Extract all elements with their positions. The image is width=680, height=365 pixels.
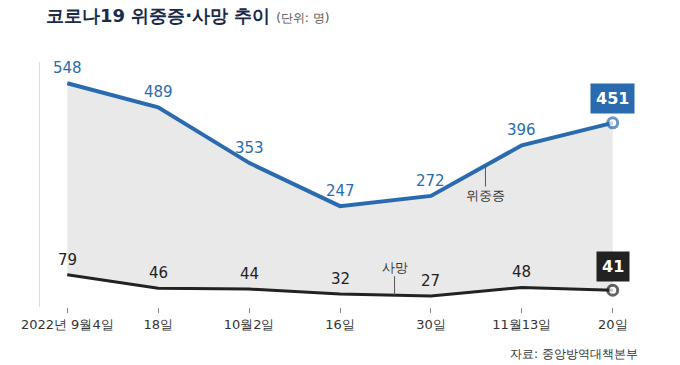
svg-text:27: 27 bbox=[421, 272, 440, 290]
svg-text:코로나19 위중증·사망 추이 (단위: 명): 코로나19 위중증·사망 추이 (단위: 명) bbox=[46, 5, 329, 26]
svg-text:2022년 9월4일: 2022년 9월4일 bbox=[21, 317, 114, 332]
svg-text:353: 353 bbox=[235, 139, 264, 157]
svg-text:451: 451 bbox=[596, 89, 629, 108]
svg-text:489: 489 bbox=[144, 83, 173, 101]
svg-text:11월13일: 11월13일 bbox=[492, 317, 551, 332]
svg-text:41: 41 bbox=[602, 257, 624, 276]
svg-text:44: 44 bbox=[240, 265, 259, 283]
svg-text:16일: 16일 bbox=[325, 317, 355, 332]
svg-text:위중증: 위중증 bbox=[466, 188, 505, 203]
svg-text:396: 396 bbox=[507, 121, 536, 139]
svg-text:79: 79 bbox=[58, 251, 77, 269]
svg-text:자료: 중앙방역대책본부: 자료: 중앙방역대책본부 bbox=[510, 347, 638, 361]
svg-text:사망: 사망 bbox=[382, 260, 408, 275]
svg-text:48: 48 bbox=[512, 263, 531, 281]
svg-text:548: 548 bbox=[53, 59, 82, 77]
svg-text:46: 46 bbox=[149, 264, 168, 282]
svg-text:247: 247 bbox=[326, 182, 355, 200]
svg-text:30일: 30일 bbox=[416, 317, 446, 332]
svg-text:32: 32 bbox=[331, 270, 350, 288]
svg-text:18일: 18일 bbox=[143, 317, 173, 332]
svg-text:20일: 20일 bbox=[598, 317, 628, 332]
svg-text:10월2일: 10월2일 bbox=[224, 317, 275, 332]
svg-text:272: 272 bbox=[416, 172, 445, 190]
